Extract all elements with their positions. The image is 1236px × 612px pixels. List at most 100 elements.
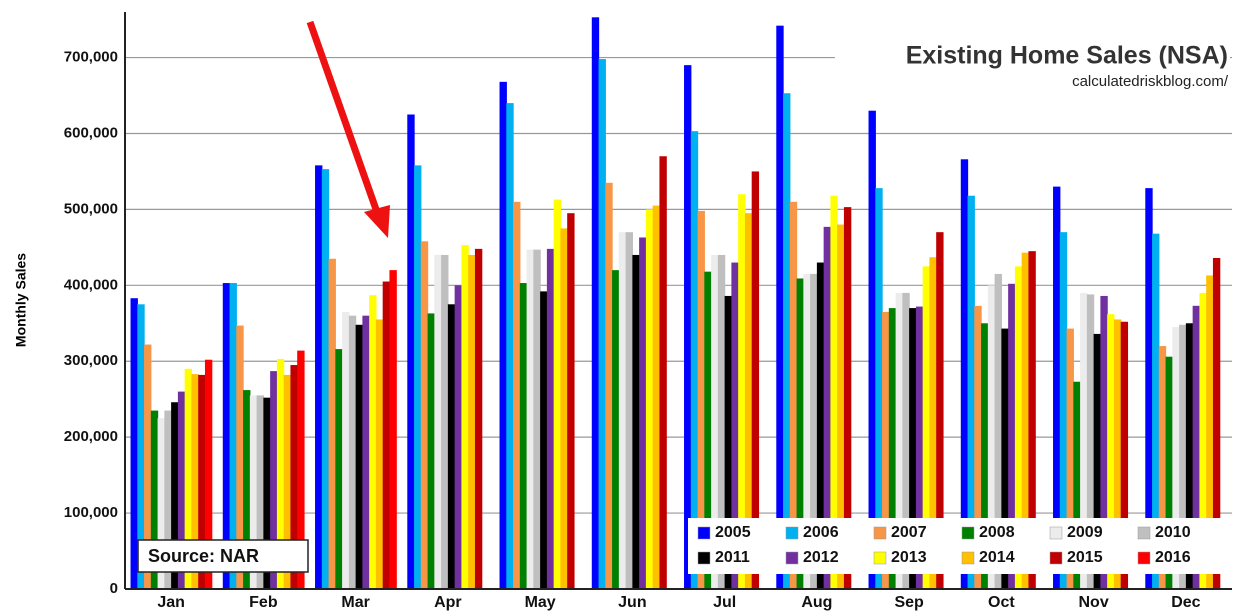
bar <box>704 271 712 589</box>
legend-label: 2007 <box>891 524 927 541</box>
bar <box>922 266 931 589</box>
bar <box>553 199 562 589</box>
bar <box>519 283 528 589</box>
legend-label: 2008 <box>979 524 1015 541</box>
bar <box>454 285 463 589</box>
bar <box>625 232 633 589</box>
bar <box>652 205 661 589</box>
bar <box>137 304 145 589</box>
bar <box>321 169 330 589</box>
bar <box>1165 356 1173 589</box>
bar <box>717 254 726 589</box>
bar <box>414 165 422 589</box>
bar <box>427 313 435 589</box>
bar <box>915 306 924 589</box>
bar <box>1185 323 1194 589</box>
source-box <box>137 539 309 573</box>
source-note: Source: NAR <box>148 546 259 566</box>
bar <box>1073 381 1081 589</box>
bar <box>1206 275 1214 589</box>
y-tick-label: 200,000 <box>64 428 118 445</box>
bar <box>823 226 832 590</box>
bar <box>837 224 845 589</box>
bar <box>1113 319 1122 589</box>
legend-label: 2006 <box>803 524 839 541</box>
bar <box>243 390 251 589</box>
bar <box>150 410 159 589</box>
bar <box>157 418 165 589</box>
bar <box>803 273 811 589</box>
bar <box>256 395 264 589</box>
bar <box>184 368 193 589</box>
bar <box>567 213 575 589</box>
legend-box <box>688 518 1226 574</box>
bar <box>1212 257 1221 589</box>
bar <box>882 311 890 589</box>
bar <box>1172 327 1180 589</box>
bar <box>499 81 507 590</box>
legend-label: 2014 <box>979 549 1015 566</box>
legend-label: 2016 <box>1155 549 1191 566</box>
legend-swatch <box>697 551 711 565</box>
legend-swatch <box>873 551 887 565</box>
bar <box>591 17 600 590</box>
y-tick-label: 700,000 <box>64 49 118 66</box>
x-tick-label: Nov <box>1079 594 1109 611</box>
bar <box>355 324 363 589</box>
bar <box>526 249 534 590</box>
legend-label: 2015 <box>1067 549 1103 566</box>
bar <box>130 298 138 589</box>
y-tick-label: 0 <box>110 580 118 597</box>
legend-swatch <box>785 526 799 540</box>
bar <box>290 365 298 589</box>
bar <box>843 207 852 589</box>
bar <box>697 210 705 590</box>
chart-subtitle: calculatedriskblog.com/ <box>1072 73 1229 90</box>
bar <box>810 273 818 589</box>
bar <box>724 295 732 589</box>
x-tick-label: Jun <box>618 594 646 611</box>
bar <box>297 350 305 589</box>
bar <box>789 201 798 590</box>
bar <box>144 344 152 589</box>
legend-label: 2013 <box>891 549 927 566</box>
x-tick-label: Dec <box>1171 594 1200 611</box>
bar <box>598 59 606 590</box>
bar <box>684 65 692 590</box>
bar <box>690 131 699 590</box>
legend-swatch <box>1049 551 1063 565</box>
bar <box>335 349 343 589</box>
bar <box>645 209 654 590</box>
bar <box>1152 233 1160 590</box>
y-axis-label: Monthly Sales <box>13 253 29 347</box>
bar <box>474 248 483 589</box>
legend-label: 2010 <box>1155 524 1191 541</box>
bar <box>738 194 746 590</box>
bar <box>1199 292 1207 589</box>
bar <box>540 291 548 589</box>
legend-label: 2009 <box>1067 524 1103 541</box>
legend-swatch <box>873 526 887 540</box>
legend: 2005 2006 2007 2008 2009 2010 2011 2012 2013 2014… <box>697 524 1191 566</box>
bar <box>659 156 667 589</box>
bar <box>1086 294 1095 589</box>
bar <box>375 319 384 589</box>
bar <box>222 283 231 589</box>
bar <box>348 315 357 589</box>
bar <box>164 410 172 589</box>
bar <box>1120 321 1129 589</box>
bar <box>711 254 719 589</box>
bar <box>895 292 903 589</box>
y-tick-label: 300,000 <box>64 352 118 369</box>
bar <box>382 281 391 589</box>
legend-swatch <box>1049 526 1063 540</box>
bar <box>987 285 996 589</box>
bar <box>315 165 323 589</box>
y-tick-label: 600,000 <box>64 124 118 141</box>
legend-swatch <box>1137 551 1151 565</box>
bar <box>1093 333 1101 589</box>
bar <box>605 182 613 589</box>
bar <box>468 254 476 589</box>
bar <box>447 304 456 589</box>
